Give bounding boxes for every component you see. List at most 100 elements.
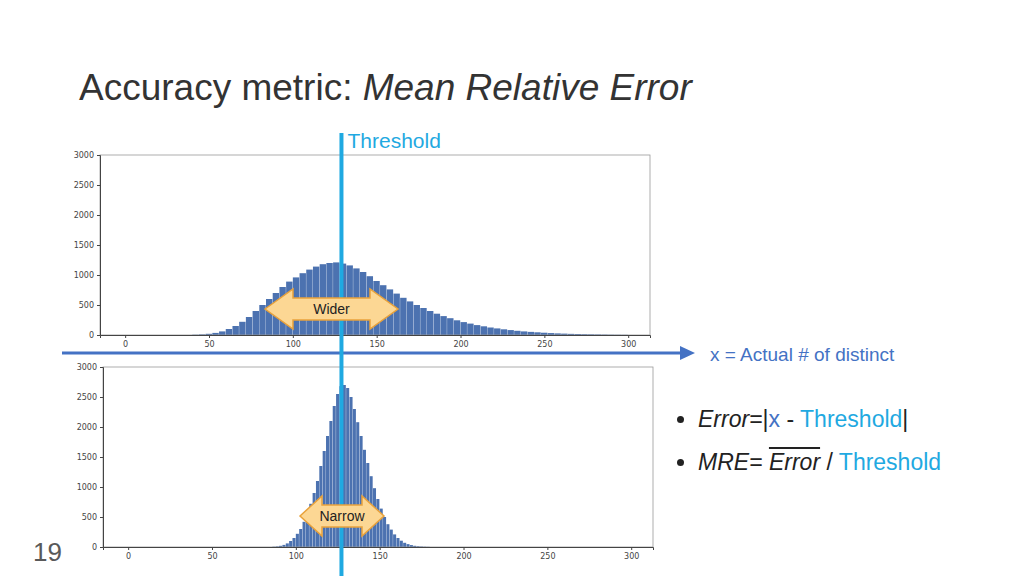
y-axis-line bbox=[97, 156, 101, 336]
y-tick: 2000 bbox=[77, 423, 103, 432]
x-tick-label: 250 bbox=[537, 340, 552, 349]
plot-frame bbox=[100, 155, 650, 335]
x-tick-mark bbox=[125, 335, 126, 338]
histogram-bar bbox=[487, 328, 493, 336]
x-tick-mark bbox=[212, 547, 213, 550]
histogram-bar bbox=[461, 322, 467, 335]
y-tick: 3000 bbox=[74, 151, 100, 160]
x-tick-label: 100 bbox=[286, 340, 301, 349]
x-arrow bbox=[62, 346, 695, 360]
bullet-part: MRE= bbox=[698, 449, 769, 475]
title-part: Mean Relative Error bbox=[363, 67, 694, 108]
y-tick: 1000 bbox=[77, 483, 103, 492]
y-tick-label: 2000 bbox=[74, 211, 94, 220]
histogram-bar bbox=[474, 325, 480, 335]
histogram-bar bbox=[289, 541, 292, 547]
y-tick: 2500 bbox=[74, 181, 100, 190]
y-tick-label: 500 bbox=[79, 301, 94, 310]
y-tick-mark bbox=[97, 335, 100, 336]
spread-arrow-shape bbox=[265, 289, 398, 329]
histogram-bar bbox=[393, 294, 399, 335]
slide: Accuracy metric: Mean Relative Error1905… bbox=[0, 0, 1024, 576]
x-tick-mark bbox=[128, 547, 129, 550]
y-tick: 3000 bbox=[77, 363, 103, 372]
y-tick-label: 2500 bbox=[74, 181, 94, 190]
spread-arrow: Narrow bbox=[300, 496, 384, 536]
y-tick-mark bbox=[100, 367, 103, 368]
y-tick-mark bbox=[97, 245, 100, 246]
x-axis: 050100150200250300 bbox=[101, 335, 651, 349]
x-tick: 150 bbox=[373, 547, 388, 561]
x-tick: 300 bbox=[624, 547, 639, 561]
histogram-bar bbox=[407, 301, 413, 335]
x-tick-mark bbox=[464, 547, 465, 550]
y-tick-mark bbox=[100, 427, 103, 428]
x-tick: 0 bbox=[123, 335, 128, 349]
histogram-bar bbox=[323, 451, 326, 547]
histogram-bar bbox=[434, 314, 440, 335]
histogram-bar bbox=[292, 538, 295, 547]
x-axis-line bbox=[104, 548, 654, 551]
x-tick: 100 bbox=[289, 547, 304, 561]
histogram-bar bbox=[226, 329, 232, 335]
histogram-bar bbox=[507, 330, 513, 335]
y-tick: 2500 bbox=[77, 393, 103, 402]
x-arrow-label: x = Actual # of distinct bbox=[710, 344, 895, 365]
spread-arrow-shape bbox=[300, 496, 384, 536]
histogram-bar bbox=[420, 308, 426, 335]
y-tick: 1000 bbox=[74, 271, 100, 280]
x-tick: 250 bbox=[540, 547, 555, 561]
histogram-bar bbox=[329, 421, 332, 547]
spread-arrow-label: Narrow bbox=[319, 508, 365, 524]
x-tick-mark bbox=[628, 335, 629, 338]
y-tick-mark bbox=[100, 487, 103, 488]
histogram-bar bbox=[356, 422, 359, 547]
y-axis: 050010001500200025003000 bbox=[74, 151, 101, 340]
histogram-bar bbox=[440, 316, 446, 335]
x-axis-line bbox=[101, 336, 651, 339]
histogram-bar bbox=[232, 326, 238, 335]
y-tick-label: 0 bbox=[89, 331, 94, 340]
histogram-bar bbox=[396, 538, 399, 547]
histogram-bar bbox=[407, 544, 410, 547]
histogram-bar bbox=[390, 530, 393, 547]
x-tick: 50 bbox=[207, 547, 217, 561]
histogram-bar bbox=[299, 529, 302, 547]
y-tick-label: 1000 bbox=[77, 483, 97, 492]
x-tick-label: 200 bbox=[456, 552, 471, 561]
histogram-bar bbox=[386, 524, 389, 547]
x-tick-label: 0 bbox=[126, 552, 131, 561]
y-tick-label: 0 bbox=[92, 543, 97, 552]
bullet-part: - bbox=[780, 406, 800, 432]
x-tick-label: 250 bbox=[540, 552, 555, 561]
y-tick-mark bbox=[97, 215, 100, 216]
slide-title: Accuracy metric: Mean Relative Error bbox=[79, 67, 693, 108]
x-axis: 0 50 100 150 200 250 300 bbox=[104, 547, 654, 561]
bullet-part: | bbox=[902, 406, 908, 432]
x-tick: 150 bbox=[370, 335, 385, 349]
bullet-list: Error=|x - Threshold|MRE= Error / Thresh… bbox=[672, 398, 941, 484]
y-tick-label: 500 bbox=[82, 513, 97, 522]
x-tick: 250 bbox=[537, 335, 552, 349]
histogram-bar bbox=[393, 534, 396, 547]
y-tick-label: 1000 bbox=[74, 271, 94, 280]
threshold-label: Threshold bbox=[347, 129, 440, 152]
histogram-bar bbox=[239, 322, 245, 335]
y-tick: 2000 bbox=[74, 211, 100, 220]
x-tick-label: 300 bbox=[621, 340, 636, 349]
y-axis-line bbox=[100, 368, 104, 548]
y-tick-mark bbox=[100, 457, 103, 458]
x-tick: 50 bbox=[204, 335, 214, 349]
histogram-chart: 0501001502002503000500100015002000250030… bbox=[77, 363, 654, 561]
histogram-bar bbox=[403, 543, 406, 547]
x-tick-label: 50 bbox=[207, 552, 217, 561]
histogram-bar bbox=[467, 324, 473, 335]
x-tick-mark bbox=[377, 335, 378, 338]
histogram-bar bbox=[326, 436, 329, 547]
histogram-bar bbox=[528, 332, 534, 335]
x-tick-mark bbox=[380, 547, 381, 550]
x-tick: 0 bbox=[126, 547, 131, 561]
histogram-bar bbox=[383, 517, 386, 547]
x-tick-mark bbox=[461, 335, 462, 338]
x-tick-label: 0 bbox=[123, 340, 128, 349]
